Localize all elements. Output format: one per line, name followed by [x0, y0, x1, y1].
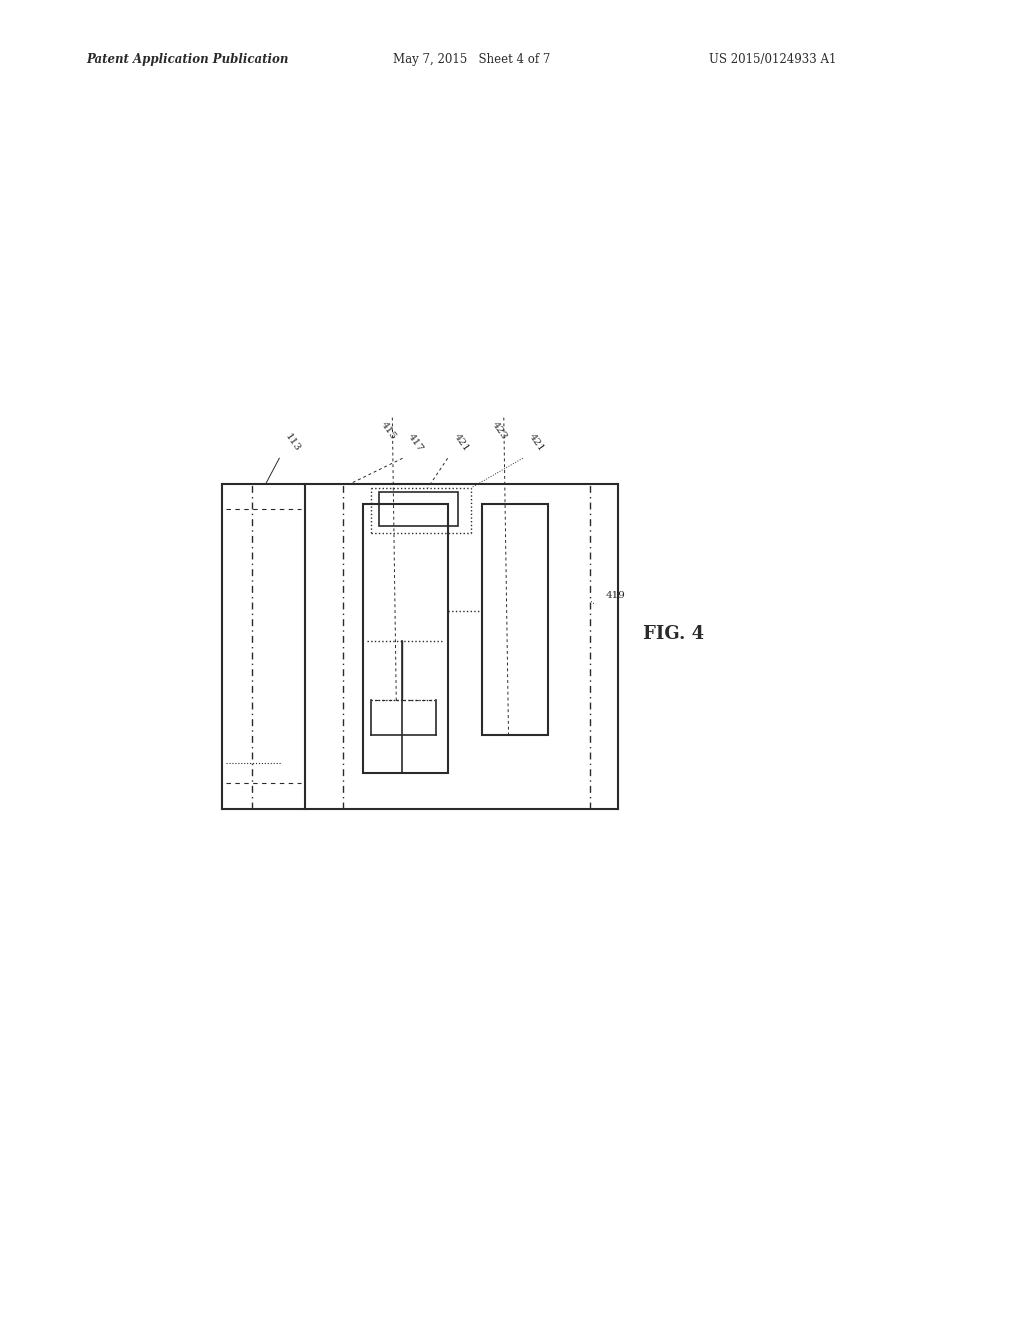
- Text: 421: 421: [451, 432, 470, 453]
- Text: 419: 419: [605, 591, 625, 601]
- Text: May 7, 2015   Sheet 4 of 7: May 7, 2015 Sheet 4 of 7: [392, 53, 549, 66]
- Text: FIG. 4: FIG. 4: [642, 624, 703, 643]
- Text: US 2015/0124933 A1: US 2015/0124933 A1: [708, 53, 836, 66]
- Bar: [363, 504, 447, 774]
- Bar: [481, 504, 547, 735]
- Text: 417: 417: [407, 432, 425, 453]
- Text: Patent Application Publication: Patent Application Publication: [87, 53, 288, 66]
- Text: 113: 113: [283, 432, 302, 453]
- Text: 415: 415: [379, 420, 397, 441]
- Bar: [378, 492, 458, 527]
- Text: 423: 423: [490, 420, 508, 441]
- Text: 421: 421: [526, 432, 545, 453]
